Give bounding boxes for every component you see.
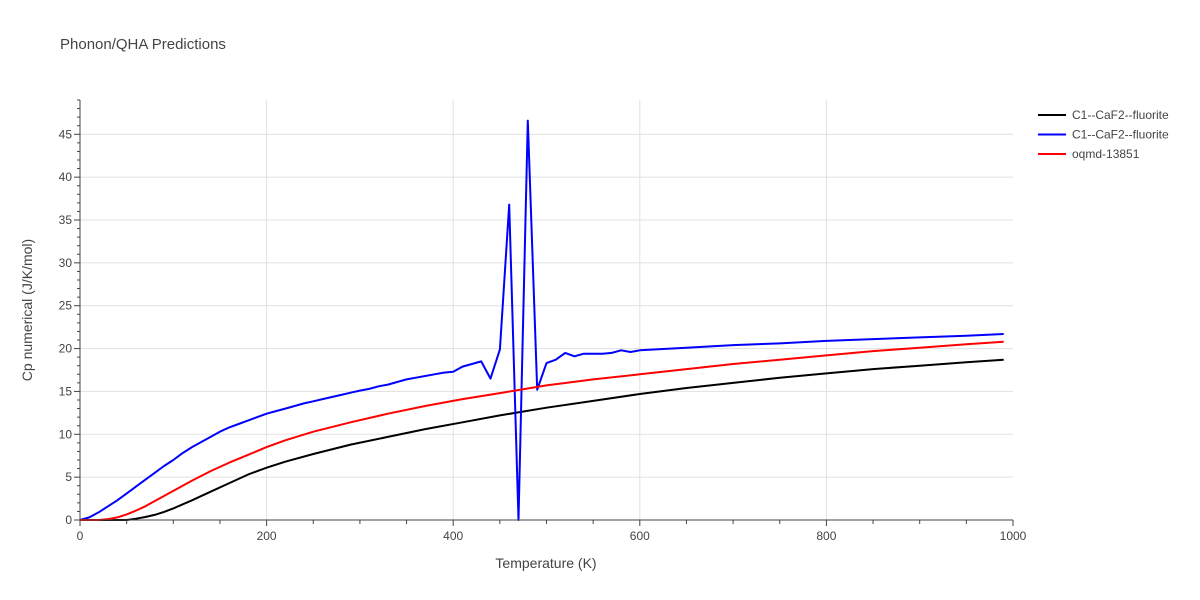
x-tick-label: 400 — [443, 529, 463, 543]
legend-label: C1--CaF2--fluorite — [1072, 108, 1169, 122]
chart-title: Phonon/QHA Predictions — [60, 36, 226, 53]
y-ticks: 0 5 10 15 20 25 30 35 40 45 — [59, 127, 73, 527]
x-ticks: 0 200 400 600 800 1000 — [77, 529, 1027, 543]
x-tick-label: 0 — [77, 529, 84, 543]
legend-label: oqmd-13851 — [1072, 147, 1140, 161]
y-tick-label: 30 — [59, 256, 73, 270]
y-tick-label: 15 — [59, 384, 73, 398]
series-line-2 — [80, 340, 1004, 521]
x-tick-label: 800 — [816, 529, 836, 543]
y-tick-label: 20 — [59, 342, 73, 356]
x-axis-title: Temperature (K) — [495, 555, 596, 571]
series-line-0 — [80, 358, 1004, 521]
y-tick-label: 10 — [59, 427, 73, 441]
x-tick-label: 600 — [630, 529, 650, 543]
y-tick-label: 45 — [59, 127, 73, 141]
legend-label: C1--CaF2--fluorite — [1072, 128, 1169, 142]
y-tick-label: 0 — [65, 513, 72, 527]
legend: C1--CaF2--fluorite C1--CaF2--fluorite oqmd… — [1038, 108, 1169, 161]
y-tick-label: 35 — [59, 213, 73, 227]
y-tick-label: 25 — [59, 299, 73, 313]
axes — [74, 99, 1014, 526]
y-tick-label: 40 — [59, 170, 73, 184]
series-line-1 — [79, 119, 1004, 521]
grid — [80, 100, 1013, 520]
y-tick-label: 5 — [65, 470, 72, 484]
x-tick-label: 1000 — [1000, 529, 1027, 543]
x-tick-label: 200 — [257, 529, 277, 543]
y-axis-title: Cp numerical (J/K/mol) — [19, 239, 35, 381]
plot-lines — [79, 119, 1004, 521]
